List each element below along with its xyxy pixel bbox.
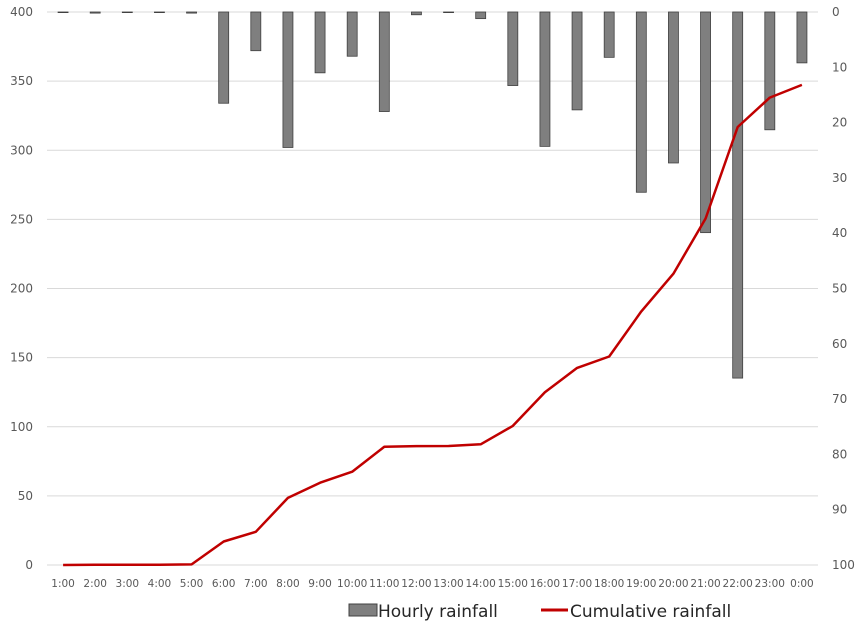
hourly-rainfall-bar (475, 11, 487, 20)
x-tick-label: 8:00 (276, 578, 300, 590)
x-tick-label: 22:00 (723, 578, 753, 590)
hourly-rainfall-bar (635, 11, 647, 193)
hourly-rainfall-bar (121, 11, 133, 14)
hourly-rainfall-bar (346, 11, 358, 57)
x-tick-label: 1:00 (51, 578, 75, 590)
hourly-rainfall-bar (443, 11, 454, 14)
right-y-tick-label: 60 (832, 337, 847, 351)
x-tick-label: 18:00 (594, 578, 624, 590)
right-y-tick-label: 20 (832, 116, 847, 130)
x-tick-label: 7:00 (244, 578, 268, 590)
right-y-tick-label: 0 (832, 5, 840, 19)
x-tick-label: 5:00 (180, 578, 204, 590)
left-y-tick-label: 150 (10, 351, 33, 365)
hourly-rainfall-bar (507, 11, 519, 86)
hourly-rainfall-bar (154, 11, 165, 14)
x-tick-label: 9:00 (308, 578, 332, 590)
legend: Hourly rainfall Cumulative rainfall (348, 602, 731, 622)
x-tick-label: 11:00 (369, 578, 399, 590)
legend-label-cumulative-rainfall: Cumulative rainfall (570, 602, 731, 622)
x-tick-label: 2:00 (83, 578, 107, 590)
hourly-rainfall-bar (732, 11, 744, 379)
left-y-tick-label: 200 (10, 282, 33, 296)
x-axis: 1:00 2:00 3:00 4:00 5:00 6:00 7:00 8:00 9:00 10:0… (51, 578, 813, 590)
x-tick-label: 17:00 (562, 578, 592, 590)
hourly-rainfall-bar (700, 11, 711, 234)
hourly-rainfall-bars (57, 11, 808, 379)
left-y-tick-label: 300 (10, 143, 33, 157)
hourly-rainfall-bar (411, 11, 422, 16)
hourly-rainfall-bar (378, 11, 390, 112)
hourly-rainfall-bar (57, 11, 69, 14)
legend-label-hourly-rainfall: Hourly rainfall (378, 602, 498, 622)
right-y-tick-label: 90 (832, 503, 847, 517)
right-y-tick-label: 80 (832, 447, 847, 461)
x-tick-label: 0:00 (790, 578, 814, 590)
left-y-tick-label: 250 (10, 212, 33, 226)
gridlines (47, 11, 818, 566)
hourly-rainfall-bar (89, 11, 101, 14)
hourly-rainfall-bar (314, 11, 326, 74)
x-tick-label: 16:00 (530, 578, 560, 590)
right-y-tick-label: 40 (832, 226, 847, 240)
x-tick-label: 10:00 (337, 578, 367, 590)
right-y-tick-label: 70 (832, 392, 847, 406)
x-tick-label: 3:00 (116, 578, 140, 590)
hourly-rainfall-bar (250, 11, 262, 52)
x-tick-label: 19:00 (626, 578, 656, 590)
x-tick-label: 12:00 (401, 578, 431, 590)
hourly-rainfall-bar (796, 11, 808, 64)
x-tick-label: 14:00 (466, 578, 496, 590)
x-tick-label: 23:00 (755, 578, 785, 590)
x-tick-label: 20:00 (658, 578, 688, 590)
hourly-rainfall-bar (282, 11, 294, 148)
right-y-tick-label: 100 (832, 558, 855, 572)
left-y-tick-label: 100 (10, 420, 33, 434)
hourly-rainfall-bar (186, 11, 197, 14)
hourly-rainfall-bar (668, 11, 679, 164)
left-y-tick-label: 350 (10, 74, 33, 88)
hourly-rainfall-bar (218, 11, 230, 104)
cumulative-rainfall-line (63, 83, 803, 567)
right-y-axis: 0 10 20 30 40 50 60 70 80 90 100 (832, 5, 855, 572)
hourly-rainfall-bar (571, 11, 583, 111)
left-y-tick-label: 400 (10, 5, 33, 19)
hourly-rainfall-bar (603, 11, 615, 58)
x-tick-label: 13:00 (433, 578, 463, 590)
left-y-tick-label: 0 (25, 558, 33, 572)
x-tick-label: 6:00 (212, 578, 236, 590)
right-y-tick-label: 10 (832, 60, 847, 74)
hourly-rainfall-bar (764, 11, 776, 131)
right-y-tick-label: 50 (832, 282, 847, 296)
legend-swatch-hourly-rainfall (348, 603, 378, 617)
x-tick-label: 21:00 (690, 578, 720, 590)
x-tick-label: 4:00 (148, 578, 172, 590)
x-tick-label: 15:00 (498, 578, 528, 590)
left-y-axis: 0 50 100 150 200 250 300 350 400 (10, 5, 33, 572)
left-y-tick-label: 50 (18, 489, 33, 503)
cumulative-rainfall-line-group (63, 83, 803, 567)
right-y-tick-label: 30 (832, 171, 847, 185)
hourly-rainfall-bar (539, 11, 551, 147)
